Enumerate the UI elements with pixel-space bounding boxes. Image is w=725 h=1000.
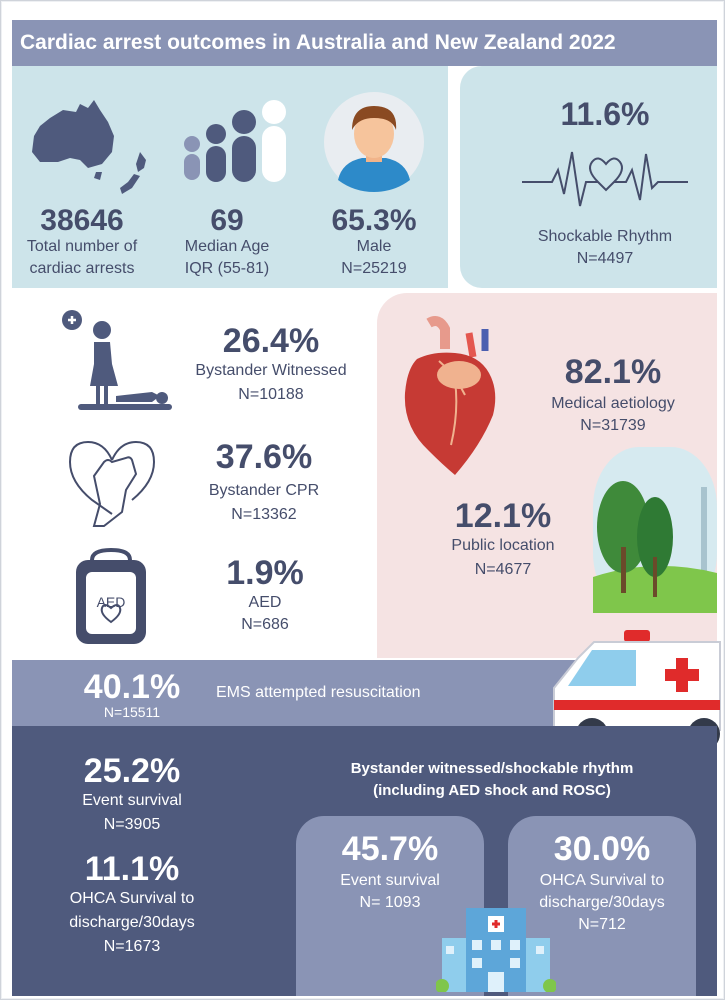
australia-nz-map-icon [28,96,158,196]
page-title: Cardiac arrest outcomes in Australia and… [12,20,717,66]
heartbeat-icon [522,148,688,212]
people-age-icon [180,100,296,186]
subgroup-ohca-label-1: OHCA Survival to [539,872,665,889]
total-value: 38646 [40,204,124,237]
aed-label-1: AED [248,594,282,611]
park-trees-icon [593,447,717,613]
shockable-value: 11.6% [560,96,650,132]
survival-panel: 25.2% Event survival N=3905 11.1% OHCA S… [12,726,717,996]
public-value: 12.1% [454,497,552,535]
ohca-label-1: OHCA Survival to [69,890,195,907]
witnessed-label-2: N=10188 [238,386,304,403]
witnessed-label-1: Bystander Witnessed [195,362,347,379]
age-label-2: IQR (55-81) [184,260,270,277]
aed-value: 1.9% [226,554,304,592]
medical-value: 82.1% [564,353,662,391]
cpr-label-1: Bystander CPR [208,482,320,499]
male-value: 65.3% [331,204,417,237]
aed-device-icon: AED [74,546,148,646]
shockable-label-2: N=4497 [576,250,634,267]
ems-label: EMS attempted resuscitation [216,684,421,701]
bystander-icon [60,306,178,418]
medical-label-2: N=31739 [580,417,646,434]
witnessed-value: 26.4% [222,322,320,360]
event-label-2: N=3905 [103,816,161,833]
subgroup-event-label-1: Event survival [340,872,440,889]
shockable-label-1: Shockable Rhythm [537,228,673,245]
ems-value: 40.1% [83,668,181,706]
anatomical-heart-icon [399,315,503,477]
aed-label-2: N=686 [241,616,289,633]
subgroup-ohca-label-2: discharge/30days [539,894,665,911]
ohca-label-3: N=1673 [103,938,161,955]
cpr-hands-icon [64,434,160,530]
male-avatar-icon [324,92,424,192]
public-label-1: Public location [451,537,555,554]
subgroup-event-value: 45.7% [341,830,439,868]
age-label-1: Median Age [184,238,270,255]
cpr-label-2: N=13362 [231,506,297,523]
ems-n: N=15511 [103,704,161,720]
male-label-1: Male [356,238,392,255]
subgroup-heading-1: Bystander witnessed/shockable rhythm [350,760,634,777]
hospital-icon [436,906,556,992]
event-label-1: Event survival [82,792,182,809]
male-label-2: N=25219 [341,260,407,277]
subgroup-ohca-label-3: N=712 [578,916,626,933]
aed-icon-label: AED [96,594,126,610]
age-value: 69 [210,204,244,237]
total-label-1: Total number of [26,238,138,255]
subgroup-event-label-2: N= 1093 [359,894,421,911]
ohca-value: 11.1% [84,850,180,888]
subgroup-heading: Bystander witnessed/shockable rhythm (in… [312,758,672,802]
medical-label-1: Medical aetiology [551,395,675,412]
demographics-panel: 38646 Total number of cardiac arrests 69… [12,66,448,288]
subgroup-heading-2: (including AED shock and ROSC) [373,782,611,799]
aetiology-panel: 82.1% Medical aetiology N=31739 12.1% Pu… [377,293,717,658]
public-label-2: N=4677 [474,561,532,578]
event-value: 25.2% [83,752,181,790]
cpr-value: 37.6% [215,438,313,476]
ohca-label-2: discharge/30days [69,914,195,931]
total-label-2: cardiac arrests [29,260,135,277]
shockable-panel: 11.6% Shockable Rhythm N=4497 [460,66,717,288]
subgroup-ohca-value: 30.0% [553,830,651,868]
